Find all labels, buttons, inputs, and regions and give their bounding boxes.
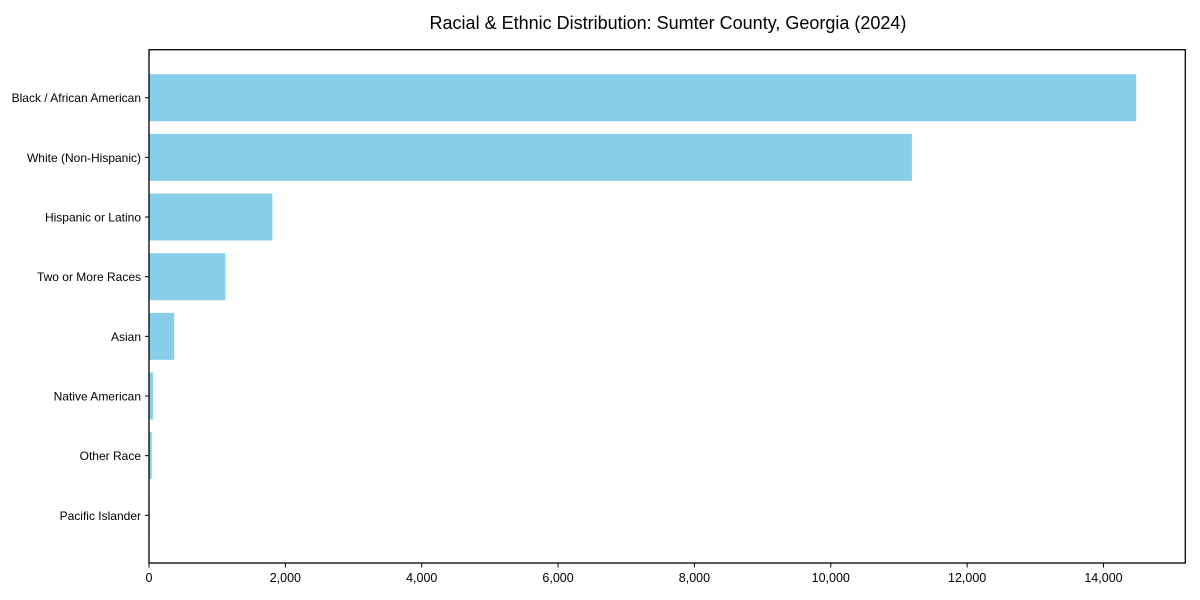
y-label-native-american: Native American <box>54 390 141 404</box>
y-label-black-african-american: Black / African American <box>12 91 141 105</box>
x-tick-label: 12,000 <box>948 571 986 585</box>
x-tick-label: 0 <box>146 571 153 585</box>
x-tick-label: 8,000 <box>679 571 710 585</box>
bar-native-american <box>149 372 154 420</box>
plot-area: Black / African American White (Non-Hispa… <box>12 49 1186 585</box>
bar-two-or-more-races <box>149 253 226 301</box>
y-label-two-or-more-races: Two or More Races <box>37 270 141 284</box>
x-tick-label: 6,000 <box>542 571 573 585</box>
plot-border <box>148 49 1186 564</box>
y-label-hispanic-or-latino: Hispanic or Latino <box>45 211 141 225</box>
x-tick-label: 2,000 <box>270 571 301 585</box>
bar-hispanic-or-latino <box>149 193 273 241</box>
bar-black-african-american <box>149 74 1137 122</box>
x-tick-label: 4,000 <box>406 571 437 585</box>
y-label-pacific-islander: Pacific Islander <box>60 509 141 523</box>
y-label-asian: Asian <box>111 330 141 344</box>
y-label-other-race: Other Race <box>80 449 142 463</box>
chart-title: Racial & Ethnic Distribution: Sumter Cou… <box>430 13 907 33</box>
y-label-white-non-hispanic: White (Non-Hispanic) <box>27 151 141 165</box>
x-tick-label: 10,000 <box>812 571 850 585</box>
bar-white-non-hispanic <box>149 133 912 181</box>
x-tick-label: 14,000 <box>1084 571 1122 585</box>
bar-other-race <box>149 432 152 480</box>
bar-asian <box>149 312 175 360</box>
